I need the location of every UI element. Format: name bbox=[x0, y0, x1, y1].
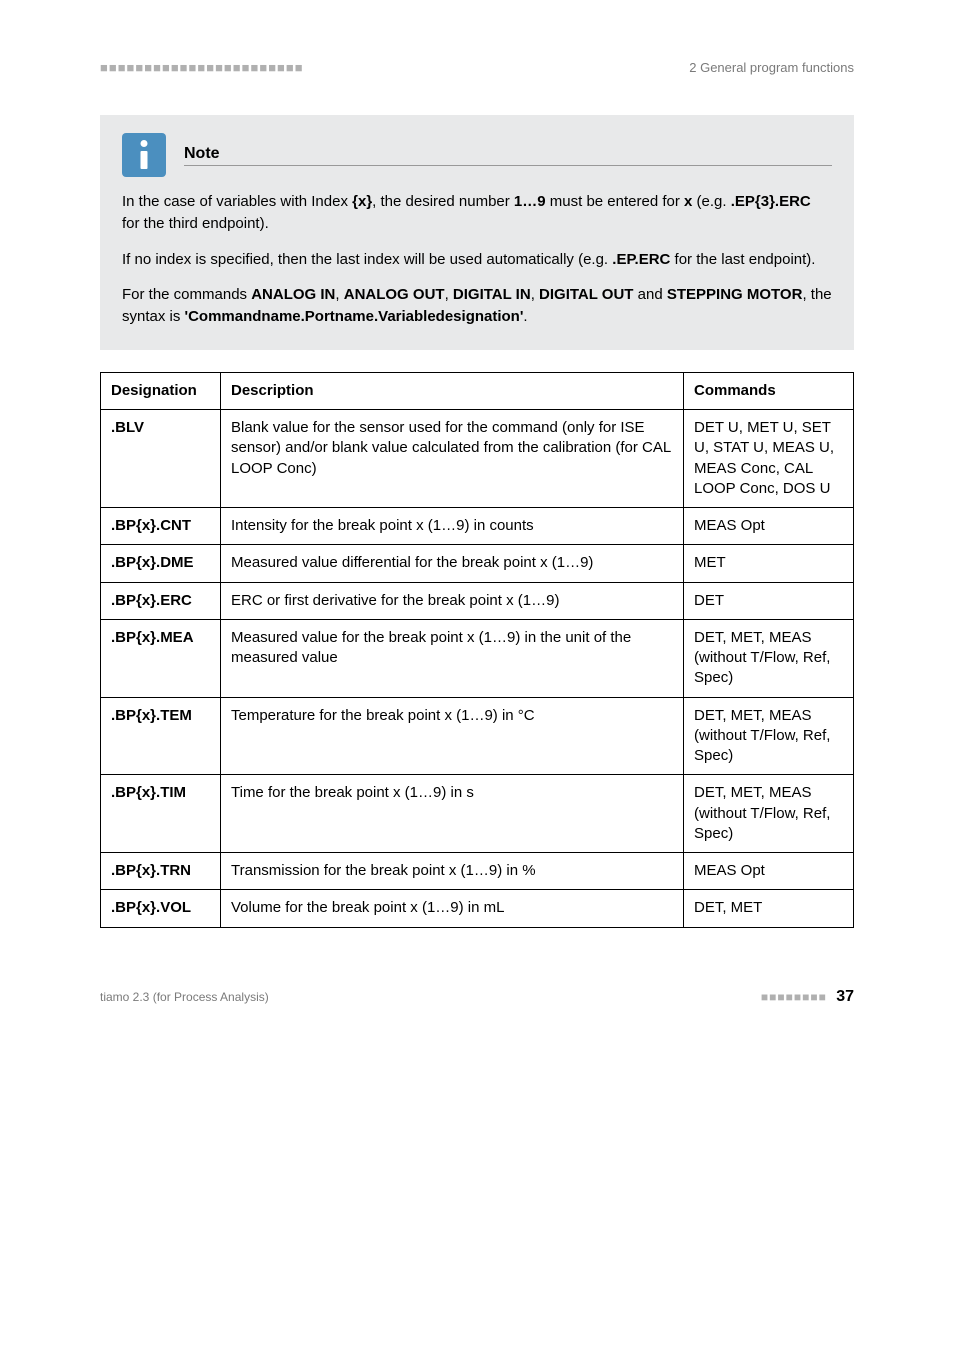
cell-commands: MET bbox=[684, 545, 854, 582]
cell-description: Intensity for the break point x (1…9) in… bbox=[221, 508, 684, 545]
note-paragraph-3: For the commands ANALOG IN, ANALOG OUT, … bbox=[122, 284, 832, 328]
cell-description: ERC or first derivative for the break po… bbox=[221, 582, 684, 619]
col-designation: Designation bbox=[101, 372, 221, 409]
cell-designation: .BP{x}.TRN bbox=[101, 853, 221, 890]
cell-commands: DET, MET, MEAS (without T/Flow, Ref, Spe… bbox=[684, 619, 854, 697]
cell-designation: .BP{x}.TEM bbox=[101, 697, 221, 775]
cell-designation: .BP{x}.TIM bbox=[101, 775, 221, 853]
note-paragraph-2: If no index is specified, then the last … bbox=[122, 249, 832, 271]
table-row: .BP{x}.DME Measured value differential f… bbox=[101, 545, 854, 582]
cell-commands: DET, MET, MEAS (without T/Flow, Ref, Spe… bbox=[684, 775, 854, 853]
table-row: .BP{x}.CNT Intensity for the break point… bbox=[101, 508, 854, 545]
cell-description: Transmission for the break point x (1…9)… bbox=[221, 853, 684, 890]
cell-description: Volume for the break point x (1…9) in mL bbox=[221, 890, 684, 927]
table-row: .BP{x}.TRN Transmission for the break po… bbox=[101, 853, 854, 890]
cell-commands: DET, MET, MEAS (without T/Flow, Ref, Spe… bbox=[684, 697, 854, 775]
col-commands: Commands bbox=[684, 372, 854, 409]
page-footer: tiamo 2.3 (for Process Analysis) ■■■■■■■… bbox=[100, 988, 854, 1006]
table-row: .BP{x}.TIM Time for the break point x (1… bbox=[101, 775, 854, 853]
cell-commands: DET, MET bbox=[684, 890, 854, 927]
cell-commands: MEAS Opt bbox=[684, 853, 854, 890]
cell-description: Measured value for the break point x (1…… bbox=[221, 619, 684, 697]
page-header: ■■■■■■■■■■■■■■■■■■■■■■■ 2 General progra… bbox=[100, 60, 854, 75]
footer-dashes: ■■■■■■■■ bbox=[761, 990, 827, 1004]
cell-designation: .BP{x}.DME bbox=[101, 545, 221, 582]
note-paragraph-1: In the case of variables with Index {x},… bbox=[122, 191, 832, 235]
commands-table: Designation Description Commands .BLV Bl… bbox=[100, 372, 854, 928]
table-row: .BP{x}.VOL Volume for the break point x … bbox=[101, 890, 854, 927]
table-row: .BP{x}.TEM Temperature for the break poi… bbox=[101, 697, 854, 775]
table-header-row: Designation Description Commands bbox=[101, 372, 854, 409]
note-box: Note In the case of variables with Index… bbox=[100, 115, 854, 350]
cell-description: Measured value differential for the brea… bbox=[221, 545, 684, 582]
info-icon bbox=[122, 133, 166, 177]
cell-commands: DET U, MET U, SET U, STAT U, MEAS U, MEA… bbox=[684, 410, 854, 508]
footer-product: tiamo 2.3 (for Process Analysis) bbox=[100, 990, 269, 1004]
cell-designation: .BP{x}.CNT bbox=[101, 508, 221, 545]
header-section-title: 2 General program functions bbox=[689, 60, 854, 75]
note-title: Note bbox=[184, 145, 832, 166]
cell-commands: MEAS Opt bbox=[684, 508, 854, 545]
cell-designation: .BLV bbox=[101, 410, 221, 508]
cell-designation: .BP{x}.VOL bbox=[101, 890, 221, 927]
cell-description: Blank value for the sensor used for the … bbox=[221, 410, 684, 508]
cell-commands: DET bbox=[684, 582, 854, 619]
cell-description: Time for the break point x (1…9) in s bbox=[221, 775, 684, 853]
footer-page-number: 37 bbox=[836, 988, 854, 1005]
col-description: Description bbox=[221, 372, 684, 409]
table-row: .BLV Blank value for the sensor used for… bbox=[101, 410, 854, 508]
cell-description: Temperature for the break point x (1…9) … bbox=[221, 697, 684, 775]
cell-designation: .BP{x}.MEA bbox=[101, 619, 221, 697]
table-row: .BP{x}.ERC ERC or first derivative for t… bbox=[101, 582, 854, 619]
table-row: .BP{x}.MEA Measured value for the break … bbox=[101, 619, 854, 697]
header-dashes: ■■■■■■■■■■■■■■■■■■■■■■■ bbox=[100, 60, 304, 75]
cell-designation: .BP{x}.ERC bbox=[101, 582, 221, 619]
